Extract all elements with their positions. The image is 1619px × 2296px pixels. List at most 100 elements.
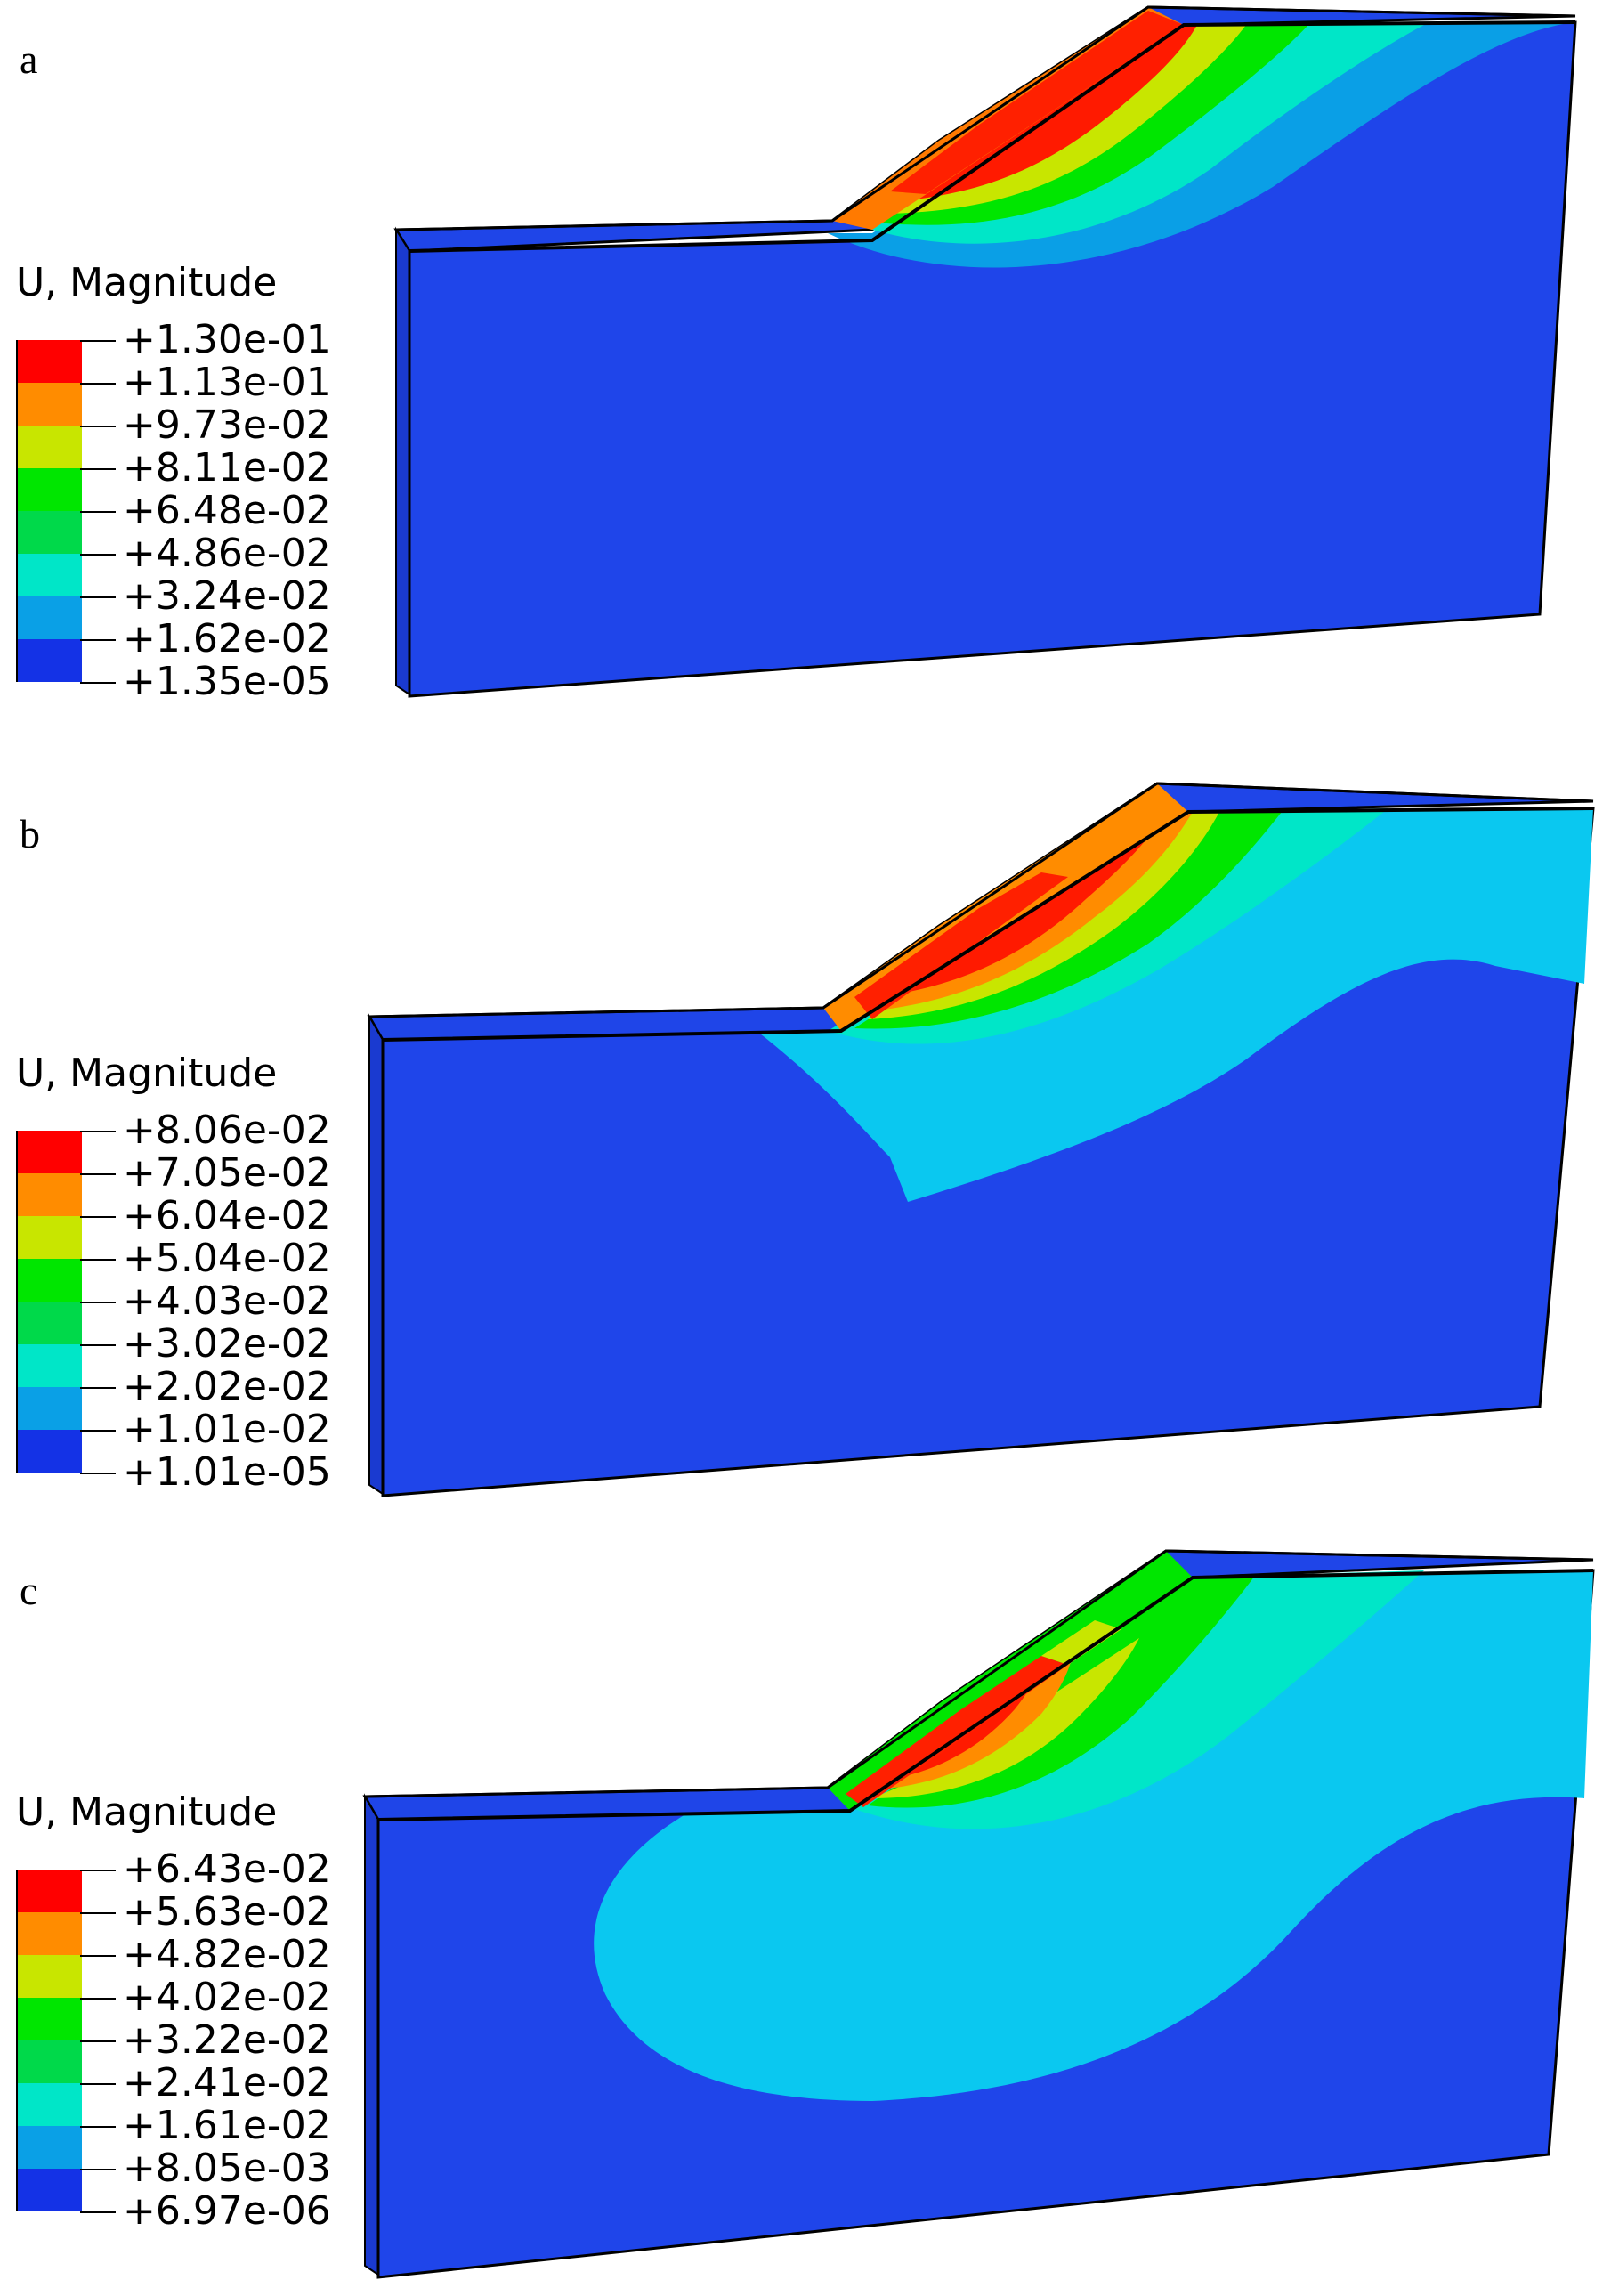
legend-level-label: +4.03e-02	[123, 1278, 331, 1324]
legend-swatch	[16, 1131, 82, 1173]
contour-light-blue	[757, 808, 1593, 1202]
legend-tick	[80, 1998, 116, 2000]
slope-model	[393, 5, 1577, 698]
legend-tick	[80, 639, 116, 641]
panel-a: a U, Magnitude +1.30e-01 +1.13e-01 +9.73e-…	[0, 0, 1619, 766]
slope-back-edge	[395, 5, 1576, 231]
slope-edge	[382, 807, 1594, 1042]
legend-tick	[80, 1430, 116, 1432]
legend-swatch	[16, 1870, 82, 1912]
legend-tick	[80, 1870, 116, 1871]
legend-tick	[80, 1173, 116, 1175]
legend-level-label: +2.02e-02	[123, 1364, 331, 1409]
legend-level-label: +4.86e-02	[123, 531, 331, 576]
slope-model	[367, 782, 1595, 1497]
legend-tick	[80, 1216, 116, 1218]
slope-surface-yellow	[1041, 1620, 1121, 1665]
panel-letter: c	[20, 1568, 38, 1613]
legend-level-label: +1.13e-01	[123, 360, 331, 405]
legend-level-label: +6.97e-06	[123, 2188, 331, 2234]
legend-swatch	[16, 468, 82, 511]
legend-swatch	[16, 2083, 82, 2126]
legend-level-label: +6.04e-02	[123, 1193, 331, 1238]
legend-tick	[80, 2083, 116, 2085]
legend-tick	[80, 1955, 116, 1957]
legend-swatch	[16, 511, 82, 554]
legend-tick	[80, 682, 116, 684]
legend-tick	[80, 2126, 116, 2128]
legend-level-label: +1.01e-02	[123, 1407, 331, 1452]
legend-swatch	[16, 1216, 82, 1259]
legend-level-label: +8.06e-02	[123, 1107, 331, 1153]
contour-orange	[877, 1656, 1073, 1789]
legend-swatch	[16, 2040, 82, 2083]
legend-level-label: +7.05e-02	[123, 1150, 331, 1196]
legend-swatch	[16, 1173, 82, 1216]
legend-level-label: +6.43e-02	[123, 1846, 331, 1892]
slope-back-edge	[368, 782, 1594, 1018]
slope-surface-red	[890, 11, 1184, 194]
legend-swatch	[16, 554, 82, 596]
panel-b: b U, Magnitude +8.06e-02 +7.05e-02 +6.04e-…	[0, 766, 1619, 1531]
legend-swatch	[16, 1998, 82, 2040]
legend-title: U, Magnitude	[16, 1051, 278, 1096]
contour-yellow	[872, 1638, 1139, 1798]
legend-tick	[80, 468, 116, 470]
legend-tick	[80, 1387, 116, 1389]
legend-swatch	[16, 1912, 82, 1955]
legend-tick	[80, 596, 116, 598]
legend-swatch	[16, 1259, 82, 1302]
legend-tick	[80, 554, 116, 556]
legend-level-label: +1.62e-02	[123, 616, 331, 661]
legend-swatch	[16, 1344, 82, 1387]
legend-tick	[80, 511, 116, 513]
legend-level-label: +4.82e-02	[123, 1932, 331, 1977]
legend-level-label: +9.73e-02	[123, 402, 331, 448]
legend-swatch	[16, 1302, 82, 1344]
legend-level-label: +3.24e-02	[123, 573, 331, 619]
legend-tick	[80, 426, 116, 427]
model-side-face	[395, 226, 410, 696]
legend-swatch	[16, 2126, 82, 2169]
legend-swatch	[16, 2169, 82, 2211]
legend-level-label: +8.11e-02	[123, 445, 331, 491]
legend-tick	[80, 2040, 116, 2042]
legend-level-label: +3.22e-02	[123, 2017, 331, 2063]
legend-tick	[80, 1912, 116, 1914]
slope-edge	[409, 20, 1576, 253]
legend-tick	[80, 1302, 116, 1303]
legend-level-label: +8.05e-03	[123, 2146, 331, 2191]
slope-model	[362, 1549, 1595, 2279]
slope-back-edge	[364, 1549, 1594, 1798]
legend-level-label: +1.35e-05	[123, 659, 331, 704]
legend-title: U, Magnitude	[16, 260, 278, 305]
legend-level-label: +3.02e-02	[123, 1321, 331, 1367]
legend-tick	[80, 1259, 116, 1261]
legend-tick	[80, 1131, 116, 1132]
legend-tick	[80, 1473, 116, 1474]
contour-light-blue	[594, 1570, 1594, 2101]
legend-level-label: +1.01e-05	[123, 1449, 331, 1495]
legend-swatch	[16, 1430, 82, 1473]
legend-level-label: +1.61e-02	[123, 2103, 331, 2148]
panel-c: c U, Magnitude +6.43e-02 +5.63e-02 +4.82e-…	[0, 1531, 1619, 2296]
legend-level-label: +2.41e-02	[123, 2060, 331, 2105]
legend-swatch	[16, 639, 82, 682]
legend-swatch	[16, 426, 82, 468]
model-side-face	[368, 1013, 384, 1496]
legend-level-label: +5.63e-02	[123, 1889, 331, 1935]
legend-swatch	[16, 596, 82, 639]
legend-tick	[80, 2169, 116, 2170]
legend-swatch	[16, 383, 82, 426]
legend-swatch	[16, 1955, 82, 1998]
legend-tick	[80, 383, 116, 385]
panel-letter: b	[20, 811, 40, 856]
legend-level-label: +6.48e-02	[123, 488, 331, 533]
legend-level-label: +4.02e-02	[123, 1975, 331, 2020]
slope-edge	[377, 1569, 1594, 1821]
legend-level-label: +1.30e-01	[123, 317, 331, 362]
legend-level-label: +5.04e-02	[123, 1236, 331, 1281]
legend-title: U, Magnitude	[16, 1789, 278, 1835]
legend-tick	[80, 1344, 116, 1346]
panel-letter: a	[20, 37, 38, 82]
